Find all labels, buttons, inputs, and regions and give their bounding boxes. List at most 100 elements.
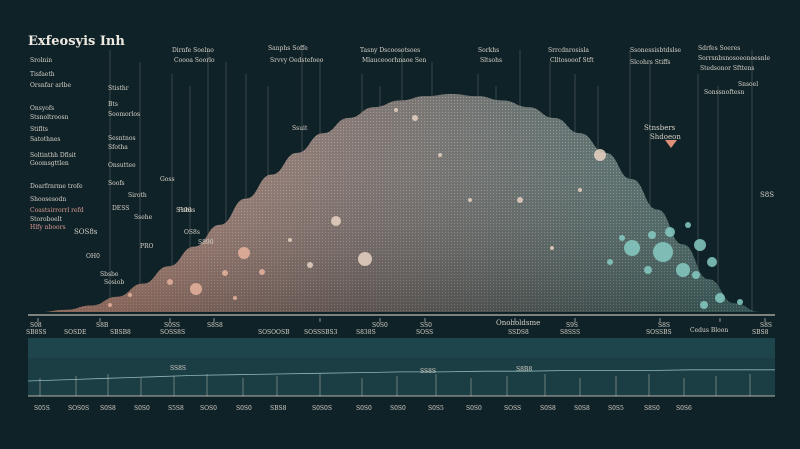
bottom-axis-label: SOSS bbox=[504, 405, 521, 412]
curve-annotation-label: S890 bbox=[198, 239, 214, 246]
bubble-marker bbox=[624, 240, 640, 256]
bubble-marker bbox=[128, 293, 132, 297]
mid-annotation-label: Ssuit bbox=[292, 125, 308, 132]
left-panel-item: Satothnes bbox=[30, 136, 60, 143]
mid-annotation-labels: Stisthr Bts Soomorlos Sesntnos Sfotha Onsutte… bbox=[108, 85, 308, 214]
bubble-marker bbox=[692, 271, 700, 279]
x-axis-bottom-label: SOSDE bbox=[64, 329, 86, 336]
left-panel-item: Orsnfar arlbe bbox=[30, 82, 72, 89]
bottom-axis-label: SOS0 bbox=[200, 405, 217, 412]
bubble-marker bbox=[594, 149, 606, 161]
top-annotation-labels: Dirnfe Soelno Coooa Soorlo Sanphs Soffe Srv… bbox=[172, 45, 771, 96]
bubble-marker bbox=[685, 222, 691, 228]
bubble-marker bbox=[233, 296, 237, 300]
top-label: Snsoel bbox=[738, 81, 758, 88]
top-label: Sltsohs bbox=[480, 57, 502, 64]
mid-annotation-label: Goss bbox=[160, 176, 175, 183]
curve-annotation-label: Stnsbers bbox=[644, 124, 676, 132]
mid-annotation-label: Soomorlos bbox=[108, 111, 140, 118]
curve-annotation-label: OS8s bbox=[184, 229, 200, 236]
left-panel-item: Soltinthh Dflsit bbox=[30, 152, 77, 159]
bubble-marker bbox=[358, 252, 372, 266]
top-label: Mlauceoorhnaoe Sen bbox=[362, 57, 427, 64]
x-axis-tick-label: S8S bbox=[760, 322, 772, 329]
bubble-marker bbox=[676, 263, 690, 277]
x-axis-bottom-label: SOSSBS bbox=[646, 329, 672, 336]
bottom-axis-label: SOS0S bbox=[68, 405, 89, 412]
center-axis-label: Onoholdsme bbox=[496, 319, 540, 327]
top-label: Stedsonor Sfttens bbox=[700, 65, 755, 72]
top-label: Clltosooof Stft bbox=[550, 57, 594, 64]
x-axis-tick-label: S08 bbox=[30, 322, 42, 329]
x-axis-bottom-labels: SB8SS SOSDE SBSB8 SOSS8S SOSOOSB SOSSSBS3 S838… bbox=[26, 329, 769, 336]
left-panel-item: Coastsirrorrl refd bbox=[30, 207, 84, 214]
bottom-axis-label: S0S0 bbox=[390, 405, 406, 412]
mid-annotation-label: Stisthr bbox=[108, 85, 129, 92]
top-label: Srvvy Oedstefoeo bbox=[270, 57, 324, 64]
left-panel-item: Doarfrnrme trofe bbox=[30, 183, 83, 190]
lower-chart-band bbox=[28, 338, 775, 358]
x-axis-tick-label: S0SS bbox=[164, 322, 180, 329]
x-axis-tick-label: S0S0 bbox=[372, 322, 388, 329]
top-label: Sorkhs bbox=[478, 47, 499, 54]
x-axis-bottom-label: SSDS8 bbox=[508, 329, 529, 336]
bubble-marker bbox=[167, 279, 173, 285]
bubble-marker bbox=[238, 247, 250, 259]
bottom-axis-label: S0S8 bbox=[574, 405, 590, 412]
left-panel-item: Srolnin bbox=[30, 57, 52, 64]
x-axis-bottom-label: S838S bbox=[356, 329, 376, 336]
bubble-marker bbox=[607, 259, 613, 265]
left-panel-item: Tisfaeth bbox=[30, 71, 55, 78]
lower-chart-labels: SS8S SS8S S8B8 bbox=[170, 365, 532, 375]
curve-annotation-label: Shdoeon bbox=[650, 133, 681, 141]
bubble-marker bbox=[648, 231, 656, 239]
mid-annotation-label: Siroth bbox=[128, 192, 147, 199]
lower-series-line bbox=[27, 369, 775, 382]
bottom-axis-label: S0S8 bbox=[100, 405, 116, 412]
top-label: Slcohrs Stiffs bbox=[630, 59, 671, 66]
bottom-axis-label: S0S0 bbox=[466, 405, 482, 412]
top-label: Dirnfe Soelno bbox=[172, 47, 214, 54]
bubble-marker bbox=[694, 239, 706, 251]
area-shading bbox=[40, 94, 760, 312]
bottom-axis-labels: S05S SOS0S S0S8 S0S0 S5S8 SOS0 S0S0 SBS8 S0S0S S0… bbox=[34, 405, 692, 412]
bubble-marker bbox=[578, 188, 582, 192]
top-label: Sanphs Soffe bbox=[268, 45, 308, 52]
bubble-marker bbox=[665, 227, 675, 237]
x-axis-bottom-label: SBSB8 bbox=[110, 329, 131, 336]
bubble-marker bbox=[619, 235, 625, 241]
curve-annotation-label: Ssehe bbox=[134, 214, 153, 221]
mid-annotation-label: Fsbss bbox=[178, 207, 195, 214]
bottom-axis-label: S0S0 bbox=[134, 405, 150, 412]
bottom-axis-label: SBS8 bbox=[270, 405, 287, 412]
left-legend-panel: Srolnin Tisfaeth Orsnfar arlbe Onsyofs Stsno… bbox=[30, 57, 84, 231]
bubble-marker bbox=[468, 198, 472, 202]
bubble-marker bbox=[737, 299, 743, 305]
bubble-marker bbox=[438, 153, 442, 157]
bottom-axis-label: S0S0S bbox=[312, 405, 332, 412]
bubble-marker bbox=[653, 242, 673, 262]
bottom-axis-label: S8S0 bbox=[644, 405, 660, 412]
x-axis-bottom-label: SBS8 bbox=[752, 329, 769, 336]
left-panel-item: Storoboelt bbox=[30, 216, 63, 223]
mid-annotation-label: Onsuttee bbox=[108, 162, 136, 169]
curve-annotation-label: Sbsbe bbox=[100, 271, 119, 278]
chart-title: Exfeosyis Inh bbox=[28, 34, 125, 49]
x-axis-top-ticks: S08 S8B S0SS S8S8 S0S0 SS0 S9S S8S S8S bbox=[30, 318, 772, 329]
top-label: Sdrfes Soeres bbox=[698, 45, 740, 52]
bubble-marker bbox=[394, 108, 398, 112]
curve-annotation-label: DESS bbox=[112, 205, 129, 212]
bubble-markers bbox=[108, 108, 743, 309]
bubble-marker bbox=[412, 115, 418, 121]
x-axis-tick-label: S8S8 bbox=[207, 322, 223, 329]
left-panel-item: Shoosesodn bbox=[30, 196, 66, 203]
bottom-axis-label: S0S0 bbox=[356, 405, 372, 412]
x-axis-bottom-label: SOSS bbox=[416, 329, 433, 336]
marker-triangle-icon bbox=[665, 140, 677, 148]
lower-chart-label: SS8S bbox=[170, 365, 186, 372]
lower-chart-ticks bbox=[39, 374, 751, 396]
top-label: Tasny Dscoosotsoes bbox=[360, 47, 420, 54]
bubble-marker bbox=[715, 293, 725, 303]
lower-chart-label: S8B8 bbox=[516, 366, 532, 373]
x-axis-tick-label: S9S bbox=[566, 322, 578, 329]
